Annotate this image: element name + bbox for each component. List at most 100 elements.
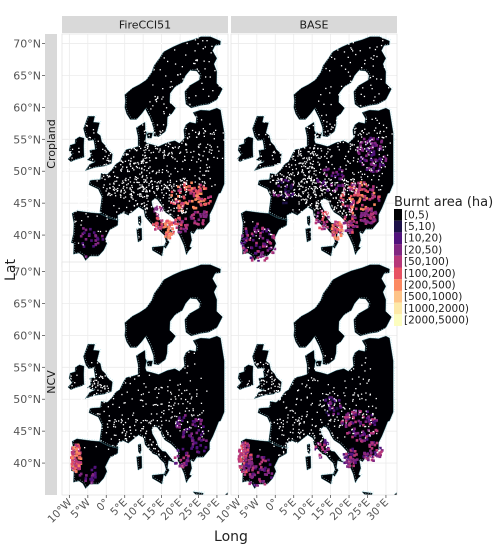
no-data-speck xyxy=(179,73,182,75)
burnt-area-cell xyxy=(261,230,264,234)
no-data-speck xyxy=(96,215,98,217)
burnt-area-cell xyxy=(338,229,342,232)
burnt-area-cell xyxy=(375,170,379,173)
burnt-area-cell xyxy=(93,465,97,469)
no-data-speck xyxy=(140,193,142,195)
burnt-area-cell xyxy=(354,420,357,424)
no-data-speck xyxy=(349,143,351,145)
no-data-speck xyxy=(312,153,314,155)
no-data-speck xyxy=(298,424,300,426)
burnt-area-cell xyxy=(167,226,170,229)
no-data-speck xyxy=(104,387,106,389)
no-data-speck xyxy=(321,200,323,202)
no-data-speck xyxy=(185,144,188,146)
burnt-area-cell xyxy=(360,183,364,187)
burnt-area-cell xyxy=(370,413,374,417)
burnt-area-cell xyxy=(244,457,248,461)
no-data-speck xyxy=(139,193,141,195)
burnt-area-cell xyxy=(331,406,335,410)
no-data-speck xyxy=(278,427,280,430)
no-data-speck xyxy=(296,397,298,400)
no-data-speck xyxy=(121,420,123,422)
no-data-speck xyxy=(303,157,305,159)
no-data-speck xyxy=(299,188,301,190)
no-data-speck xyxy=(179,101,181,103)
no-data-speck xyxy=(158,392,160,394)
no-data-speck xyxy=(129,382,131,385)
no-data-speck xyxy=(171,155,173,158)
no-data-speck xyxy=(296,454,298,456)
no-data-speck xyxy=(174,396,176,398)
legend-entry-label: [100,200) xyxy=(404,268,456,280)
burnt-area-cell xyxy=(251,257,254,261)
burnt-area-cell xyxy=(260,252,263,255)
burnt-area-cell xyxy=(356,190,360,194)
no-data-speck xyxy=(353,178,355,181)
x-axis-title: Long xyxy=(214,529,248,545)
burnt-area-cell xyxy=(176,454,180,458)
burnt-area-cell xyxy=(375,159,379,162)
burnt-area-cell xyxy=(75,462,79,466)
burnt-area-cell xyxy=(184,226,188,229)
burnt-area-cell xyxy=(323,443,326,447)
burnt-area-cell xyxy=(199,215,203,218)
no-data-speck xyxy=(277,177,279,180)
no-data-speck xyxy=(131,186,133,189)
burnt-area-cell xyxy=(342,453,346,456)
no-data-speck xyxy=(347,71,350,73)
no-data-speck xyxy=(116,211,118,213)
no-data-speck xyxy=(315,154,318,157)
no-data-speck xyxy=(329,189,331,191)
no-data-speck xyxy=(274,191,276,193)
no-data-speck xyxy=(201,412,203,414)
no-data-speck xyxy=(121,153,123,155)
burnt-area-cell xyxy=(352,220,355,223)
no-data-speck xyxy=(173,355,175,357)
no-data-speck xyxy=(345,155,347,157)
no-data-speck xyxy=(152,404,154,406)
no-data-speck xyxy=(302,162,304,164)
burnt-area-cell xyxy=(339,404,342,408)
no-data-speck xyxy=(113,386,116,388)
no-data-speck xyxy=(298,203,300,205)
no-data-speck xyxy=(349,145,352,148)
burnt-area-cell xyxy=(323,441,327,444)
no-data-speck xyxy=(300,162,302,164)
burnt-area-cell xyxy=(365,184,369,188)
no-data-speck xyxy=(338,94,340,96)
no-data-speck xyxy=(366,133,368,135)
burnt-area-cell xyxy=(202,438,205,441)
burnt-area-cell xyxy=(352,199,356,203)
no-data-speck xyxy=(263,389,265,392)
burnt-area-cell xyxy=(285,196,289,199)
burnt-area-cell xyxy=(78,452,81,455)
burnt-area-cell xyxy=(291,183,294,187)
no-data-speck xyxy=(352,398,354,401)
burnt-area-cell xyxy=(187,459,190,463)
no-data-speck xyxy=(325,140,328,142)
burnt-area-cell xyxy=(351,231,354,234)
burnt-area-cell xyxy=(337,412,340,416)
burnt-area-cell xyxy=(371,196,374,200)
no-data-speck xyxy=(326,410,329,412)
no-data-speck xyxy=(159,149,161,152)
no-data-speck xyxy=(293,155,295,157)
no-data-speck xyxy=(280,232,282,234)
burnt-area-cell xyxy=(84,228,88,232)
no-data-speck xyxy=(174,104,176,106)
no-data-speck xyxy=(330,179,332,181)
no-data-speck xyxy=(124,160,127,162)
no-data-speck xyxy=(320,67,322,69)
burnt-area-cell xyxy=(238,465,242,468)
no-data-speck xyxy=(308,171,310,173)
no-data-speck xyxy=(101,387,104,389)
no-data-speck xyxy=(83,385,85,387)
no-data-speck xyxy=(265,362,267,364)
no-data-speck xyxy=(311,152,313,154)
no-data-speck xyxy=(162,96,164,98)
y-tick-label: 70°N xyxy=(13,38,41,51)
no-data-speck xyxy=(173,185,175,187)
burnt-area-cell xyxy=(363,219,366,223)
no-data-speck xyxy=(64,129,66,132)
no-data-speck xyxy=(183,182,186,184)
